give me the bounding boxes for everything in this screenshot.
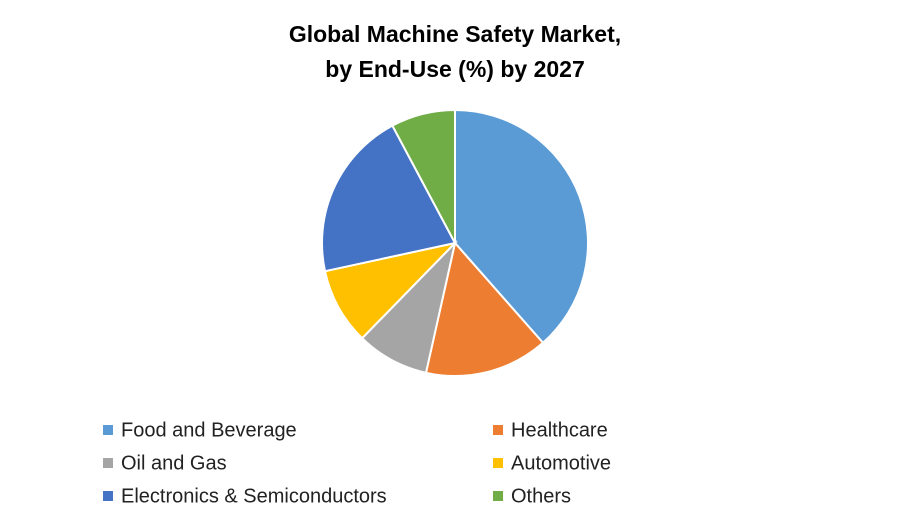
legend-swatch: [493, 425, 503, 435]
legend-swatch: [103, 458, 113, 468]
pie-slice: [321, 124, 457, 273]
pie-slice: [454, 108, 589, 345]
chart-title: Global Machine Safety Market,: [289, 21, 621, 47]
chart-title: by End-Use (%) by 2027: [325, 56, 584, 82]
legend-swatch: [103, 425, 113, 435]
legend-label: Others: [511, 485, 571, 507]
legend-label: Automotive: [511, 452, 611, 474]
legend-label: Electronics & Semiconductors: [121, 485, 387, 507]
legend-swatch: [493, 458, 503, 468]
legend-swatch: [493, 491, 503, 501]
legend-swatch: [103, 491, 113, 501]
pie-slice: [424, 240, 545, 377]
pie-slice: [323, 241, 459, 340]
legend-label: Healthcare: [511, 419, 608, 441]
legend-label: Food and Beverage: [121, 419, 297, 441]
pie-slice: [391, 108, 456, 244]
legend-label: Oil and Gas: [121, 452, 227, 474]
